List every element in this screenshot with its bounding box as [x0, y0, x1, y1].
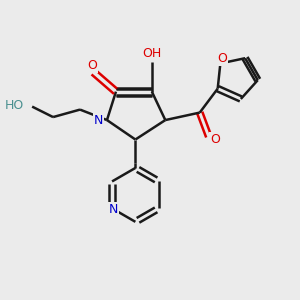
- Text: O: O: [217, 52, 227, 65]
- Text: O: O: [210, 133, 220, 146]
- Text: O: O: [87, 59, 97, 72]
- Text: N: N: [109, 203, 118, 216]
- Text: HO: HO: [4, 99, 24, 112]
- Text: OH: OH: [142, 47, 161, 60]
- Text: N: N: [94, 114, 103, 127]
